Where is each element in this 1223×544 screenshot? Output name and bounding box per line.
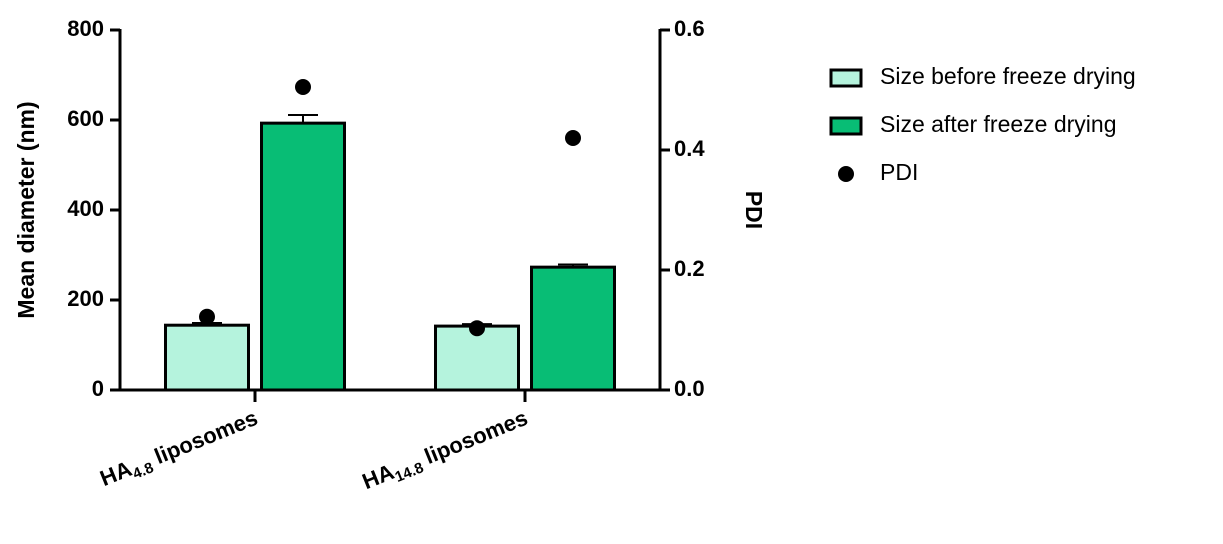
legend-swatch	[829, 68, 863, 88]
pdi-point	[565, 130, 581, 146]
pdi-point	[295, 79, 311, 95]
legend-label: Size after freeze drying	[880, 111, 1117, 137]
bar	[260, 121, 346, 392]
x-tick-label: HA14.8 liposomes	[359, 405, 533, 498]
bar	[434, 324, 520, 392]
y-tick-label: 200	[67, 286, 104, 311]
y-axis-title: Mean diameter (nm)	[13, 101, 39, 318]
legend-label: Size before freeze drying	[880, 63, 1136, 89]
y2-tick-label: 0.4	[674, 136, 705, 161]
pdi-point	[469, 320, 485, 337]
legend-label: PDI	[880, 159, 918, 185]
bar	[164, 323, 250, 392]
legend-swatch	[829, 116, 863, 136]
y2-tick-label: 0.6	[674, 16, 705, 41]
y-tick-label: 600	[67, 106, 104, 131]
legend-marker	[838, 166, 854, 182]
y2-axis-title: PDI	[741, 191, 767, 229]
x-tick-label: HA4.8 liposomes	[96, 405, 262, 495]
y-tick-label: 0	[92, 376, 104, 401]
pdi-point	[199, 308, 215, 325]
y2-tick-label: 0.2	[674, 256, 705, 281]
y-tick-label: 400	[67, 196, 104, 221]
y2-tick-label: 0.0	[674, 376, 705, 401]
bar	[530, 265, 616, 392]
y-tick-label: 800	[67, 16, 104, 41]
